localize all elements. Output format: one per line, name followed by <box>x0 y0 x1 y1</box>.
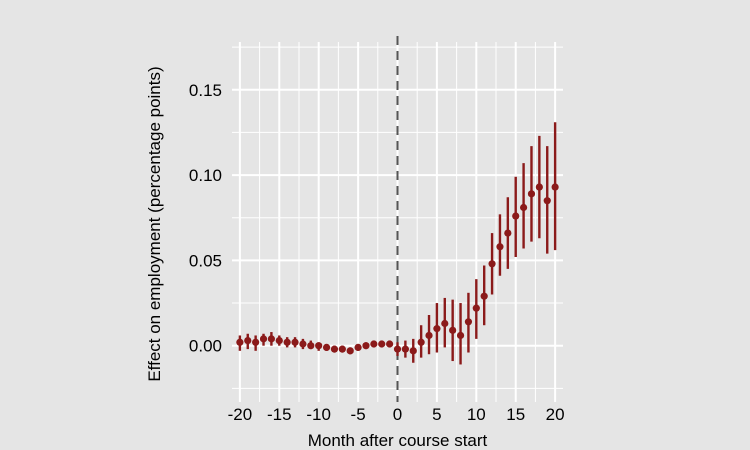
data-point <box>362 342 370 350</box>
data-point <box>322 343 331 352</box>
data-point <box>409 347 417 355</box>
data-point <box>535 183 543 191</box>
data-point <box>259 335 268 343</box>
data-point <box>551 183 559 191</box>
data-point <box>283 338 291 346</box>
data-point <box>519 203 528 212</box>
x-axis-label: Month after course start <box>308 431 488 450</box>
data-layer <box>236 122 559 365</box>
data-point <box>267 335 276 343</box>
x-tick-label: 10 <box>467 405 486 424</box>
y-tick-label: 0.15 <box>189 81 222 100</box>
y-tick-label: 0.00 <box>189 337 222 356</box>
data-point <box>354 343 362 352</box>
y-tick-label: 0.10 <box>189 166 222 185</box>
tick-label-layer: -20 -15 -10 -5 0 5 10 15 20 0.00 0.05 0.10 0.15 <box>189 81 565 424</box>
data-point <box>480 292 488 300</box>
y-axis-label: Effect on employment (percentage points) <box>145 66 164 381</box>
data-point <box>401 345 409 353</box>
data-point <box>456 331 465 340</box>
data-point <box>275 336 283 345</box>
data-point <box>543 197 551 205</box>
data-point <box>307 342 315 350</box>
data-point <box>378 340 386 348</box>
data-point <box>433 325 441 333</box>
x-tick-label: 20 <box>546 405 565 424</box>
data-point <box>393 345 402 353</box>
y-tick-label: 0.05 <box>189 251 222 270</box>
data-point <box>441 319 449 328</box>
data-point <box>291 338 299 346</box>
x-tick-label: -10 <box>306 405 331 424</box>
x-tick-label: -20 <box>228 405 253 424</box>
data-point <box>338 345 346 353</box>
data-point <box>299 340 307 348</box>
data-point <box>488 260 496 268</box>
data-point <box>472 304 480 312</box>
data-point <box>315 342 323 350</box>
x-tick-label: 0 <box>393 405 402 424</box>
data-point <box>512 212 520 220</box>
data-point <box>449 326 457 334</box>
data-point <box>496 243 504 251</box>
data-point <box>417 338 425 346</box>
data-point <box>504 229 512 237</box>
data-point <box>425 331 433 340</box>
data-point <box>330 345 339 353</box>
x-tick-label: -5 <box>351 405 366 424</box>
data-point <box>386 340 394 348</box>
x-tick-label: -15 <box>267 405 292 424</box>
x-tick-label: 5 <box>432 405 441 424</box>
data-point <box>252 338 260 346</box>
data-point <box>370 340 378 348</box>
x-tick-label: 15 <box>506 405 525 424</box>
data-point <box>464 318 473 326</box>
data-point <box>236 338 244 346</box>
data-point <box>346 347 354 355</box>
data-point <box>527 190 536 198</box>
data-point <box>244 336 252 345</box>
